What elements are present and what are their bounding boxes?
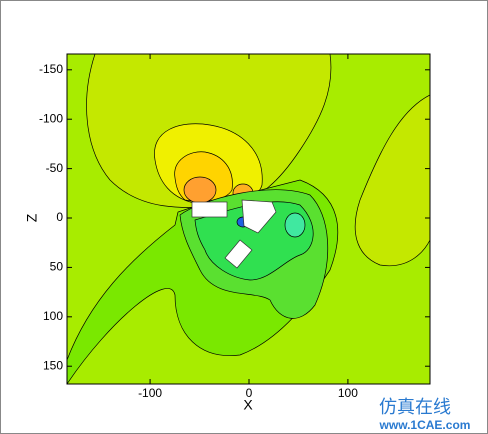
watermark-url: www.1CAE.com: [379, 418, 471, 432]
x-axis-label: X: [243, 397, 253, 413]
y-tick-label: 50: [50, 260, 64, 274]
y-axis-label: Z: [24, 213, 40, 222]
x-tick-label: -100: [138, 386, 162, 400]
structure: [241, 199, 277, 234]
structure: [224, 239, 253, 269]
structure: [191, 201, 228, 218]
y-tick-label: 150: [43, 358, 63, 372]
contour-level: [183, 176, 217, 204]
y-tick-label: 100: [43, 309, 63, 323]
x-tick-label: 0: [246, 386, 253, 400]
y-tick-label: -100: [39, 111, 63, 125]
y-tick-label: 0: [56, 210, 63, 224]
contour-level: [284, 212, 306, 238]
contour-field: [67, 54, 430, 384]
contour-level: [354, 94, 430, 267]
watermark-title: 仿真在线: [379, 397, 451, 418]
x-tick-label: 100: [338, 386, 358, 400]
y-tick-label: -150: [39, 62, 63, 76]
y-tick-label: -50: [46, 161, 64, 175]
contour-level: [194, 201, 314, 281]
